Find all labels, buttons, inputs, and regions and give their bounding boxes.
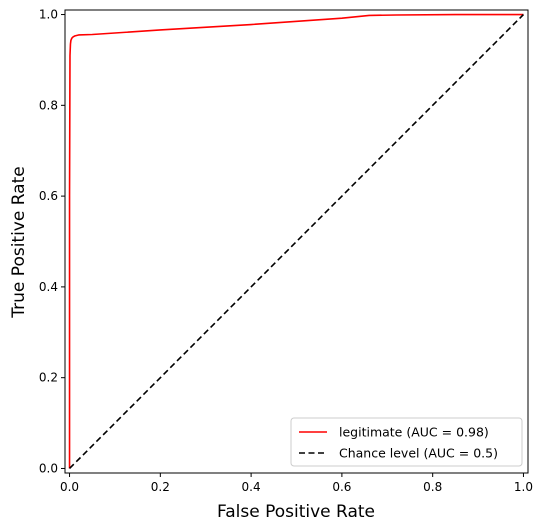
- x-tick-label: 0.2: [151, 480, 170, 494]
- y-axis-label: True Positive Rate: [9, 166, 29, 318]
- legend-label-0: legitimate (AUC = 0.98): [339, 425, 489, 440]
- y-tick-label: 0.0: [39, 461, 58, 475]
- series-line-1: [68, 13, 525, 470]
- x-tick-label: 0.8: [423, 480, 442, 494]
- y-tick-label: 0.8: [39, 98, 58, 112]
- y-tick-label: 1.0: [39, 8, 58, 22]
- legend-label-1: Chance level (AUC = 0.5): [339, 446, 498, 461]
- x-tick-label: 0.6: [332, 480, 351, 494]
- y-tick-label: 0.2: [39, 371, 58, 385]
- x-tick-label: 1.0: [514, 480, 533, 494]
- plot-area: [64, 9, 529, 474]
- x-tick-label: 0.0: [60, 480, 79, 494]
- legend: legitimate (AUC = 0.98) Chance level (AUC…: [290, 417, 523, 467]
- y-tick-label: 0.4: [39, 280, 58, 294]
- x-axis-label: False Positive Rate: [217, 502, 375, 522]
- x-tick-label: 0.4: [242, 480, 261, 494]
- legend-box: [290, 417, 523, 467]
- y-tick-label: 0.6: [39, 189, 58, 203]
- series-line-0: [68, 13, 524, 469]
- plot-frame: [64, 9, 529, 474]
- axis-ticks: 0.0 0.2 0.4 0.6 0.8 1.0 0.0 0.2 0.4 0.6 0.8 1.0: [39, 8, 533, 494]
